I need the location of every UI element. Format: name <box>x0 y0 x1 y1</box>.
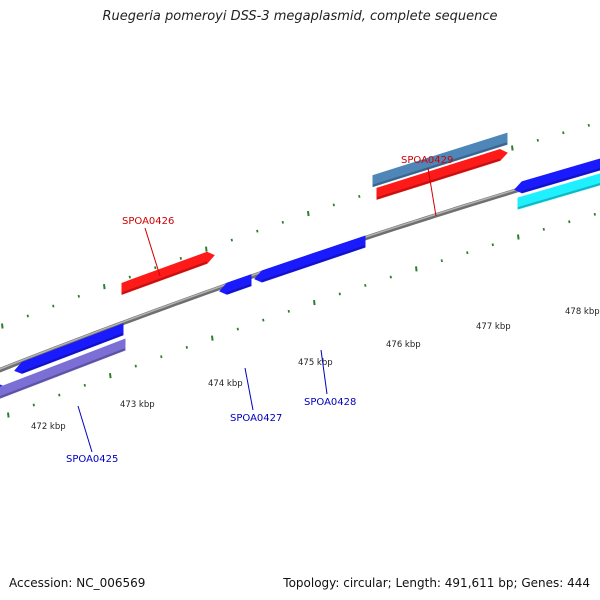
gene-label-spoa0429: SPOA0429 <box>401 155 453 166</box>
gene-lavender-feature <box>0 338 126 399</box>
outer-scale-tick <box>154 266 157 270</box>
inner-scale-tick <box>364 283 367 287</box>
inner-scale-tick <box>338 292 341 296</box>
leader-spoa0428 <box>320 349 328 395</box>
gene-steel-feature <box>372 132 508 188</box>
outer-scale-tick <box>332 203 335 207</box>
outer-scale-tick <box>128 275 131 279</box>
outer-scale-tick <box>307 210 310 217</box>
scale-label-476: 476 kbp <box>386 340 421 350</box>
inner-scale-tick <box>389 275 392 279</box>
inner-scale-tick <box>313 299 316 306</box>
gene-spoa0429-arrow-shadow <box>376 158 501 200</box>
gene-lavender-feature-shadow <box>0 348 126 399</box>
inner-scale-tick <box>7 412 10 418</box>
inner-scale-tick <box>134 364 137 368</box>
inner-scale-tick <box>415 266 418 272</box>
gene-steel-feature-shadow <box>372 142 508 187</box>
gene-cyan-feature-shadow <box>517 182 600 209</box>
outer-scale-tick <box>536 138 539 142</box>
inner-scale-tick <box>83 383 86 387</box>
gene-label-spoa0428: SPOA0428 <box>304 397 356 408</box>
inner-scale-tick <box>542 227 545 231</box>
gene-right-blue-arrow <box>514 158 600 194</box>
inner-scale-tick <box>466 251 469 255</box>
inner-scale-tick <box>491 243 494 247</box>
outer-scale-tick <box>52 304 55 308</box>
gene-label-spoa0426: SPOA0426 <box>122 216 174 227</box>
inner-scale-tick <box>568 220 571 224</box>
scale-label-478: 478 kbp <box>565 307 600 317</box>
inner-scale-tick <box>185 345 188 349</box>
topology-label: Topology: circular; Length: 491,611 bp; … <box>283 576 590 590</box>
gene-spoa0426-arrow-shadow <box>121 261 208 295</box>
scale-label-472: 472 kbp <box>31 422 66 432</box>
gene-spoa0427-arrow-shadow <box>226 283 252 295</box>
inner-scale-tick <box>58 393 61 397</box>
outer-scale-tick <box>358 194 361 198</box>
outer-scale-tick <box>230 238 233 242</box>
outer-scale-tick <box>562 131 565 135</box>
inner-scale-tick <box>262 318 265 322</box>
outer-scale-tick <box>26 314 29 318</box>
leader-spoa0427 <box>244 367 254 411</box>
inner-scale-tick <box>593 212 596 216</box>
leader-spoa0425 <box>77 405 93 453</box>
gene-spoa0425-arrow <box>14 323 124 374</box>
gene-spoa0429-arrow <box>376 148 508 200</box>
outer-scale-tick <box>256 229 259 233</box>
gene-spoa0428-arrow <box>254 235 366 283</box>
outer-scale-tick <box>1 323 4 329</box>
outer-scale-tick <box>77 294 80 298</box>
outer-scale-tick <box>587 123 590 127</box>
scale-label-475: 475 kbp <box>298 358 333 368</box>
gene-spoa0428-arrow-shadow <box>261 245 366 282</box>
gene-cyan-feature <box>517 173 600 210</box>
inner-scale-tick <box>211 335 214 341</box>
inner-scale-tick <box>109 373 112 379</box>
outer-scale-tick <box>179 256 182 260</box>
gene-right-blue-arrow-shadow <box>521 167 600 193</box>
outer-scale-tick <box>205 246 208 252</box>
scale-label-474: 474 kbp <box>208 379 243 389</box>
gene-spoa0425-arrow-shadow <box>21 332 124 374</box>
leader-spoa0429 <box>427 167 437 217</box>
inner-scale-tick <box>517 234 520 240</box>
inner-scale-tick <box>287 309 290 313</box>
accession-label: Accession: NC_006569 <box>9 576 146 590</box>
map-title: Ruegeria pomeroyi DSS-3 megaplasmid, com… <box>102 9 498 24</box>
inner-scale-tick <box>32 403 35 407</box>
inner-scale-tick <box>440 259 443 263</box>
scale-label-477: 477 kbp <box>476 322 511 332</box>
outer-scale-tick <box>511 145 514 151</box>
outer-scale-tick <box>103 284 106 290</box>
gene-label-spoa0427: SPOA0427 <box>230 413 282 424</box>
inner-scale-tick <box>236 327 239 331</box>
scale-label-473: 473 kbp <box>120 400 155 410</box>
outer-scale-tick <box>281 220 284 224</box>
inner-scale-tick <box>160 355 163 359</box>
leader-spoa0426 <box>144 227 161 277</box>
gene-label-spoa0425: SPOA0425 <box>66 454 118 465</box>
gene-spoa0426-arrow <box>121 251 215 296</box>
gene-spoa0427-arrow <box>219 274 252 295</box>
